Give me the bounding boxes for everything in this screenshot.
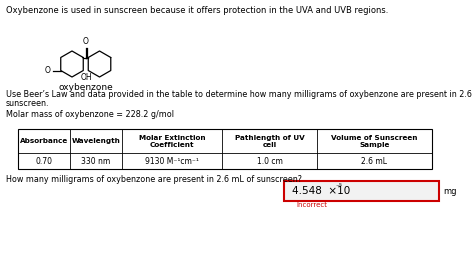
Text: Use Beer’s Law and data provided in the table to determine how many milligrams o: Use Beer’s Law and data provided in the … xyxy=(6,90,474,99)
Text: OH: OH xyxy=(81,73,92,82)
Text: Absorbance: Absorbance xyxy=(20,138,68,144)
Text: ⁻⁵: ⁻⁵ xyxy=(335,182,342,192)
Text: How many milligrams of oxybenzone are present in 2.6 mL of sunscreen?: How many milligrams of oxybenzone are pr… xyxy=(6,175,302,184)
Bar xyxy=(18,129,432,169)
Text: Molar mass of oxybenzone = 228.2 g/mol: Molar mass of oxybenzone = 228.2 g/mol xyxy=(6,110,174,119)
Text: cell: cell xyxy=(263,142,276,148)
Text: Sample: Sample xyxy=(359,142,390,148)
Text: 330 nm: 330 nm xyxy=(82,156,110,166)
Text: 4.548  ×10: 4.548 ×10 xyxy=(292,186,350,196)
Text: Wavelength: Wavelength xyxy=(72,138,120,144)
Text: oxybenzone: oxybenzone xyxy=(58,83,113,92)
Text: 0.70: 0.70 xyxy=(36,156,53,166)
Text: sunscreen.: sunscreen. xyxy=(6,99,49,108)
Text: O: O xyxy=(83,37,89,47)
Text: 9130 M⁻¹cm⁻¹: 9130 M⁻¹cm⁻¹ xyxy=(145,156,199,166)
Text: Oxybenzone is used in sunscreen because it offers protection in the UVA and UVB : Oxybenzone is used in sunscreen because … xyxy=(6,6,388,15)
Text: Pathlength of UV: Pathlength of UV xyxy=(235,135,304,141)
Text: 1.0 cm: 1.0 cm xyxy=(256,156,283,166)
Text: Molar Extinction: Molar Extinction xyxy=(139,135,205,141)
Text: O: O xyxy=(45,66,51,75)
Text: Volume of Sunscreen: Volume of Sunscreen xyxy=(331,135,418,141)
Bar xyxy=(284,181,439,201)
Text: mg: mg xyxy=(443,186,456,195)
Text: Incorrect: Incorrect xyxy=(296,202,327,208)
Text: 2.6 mL: 2.6 mL xyxy=(362,156,388,166)
Text: Coefficient: Coefficient xyxy=(150,142,194,148)
